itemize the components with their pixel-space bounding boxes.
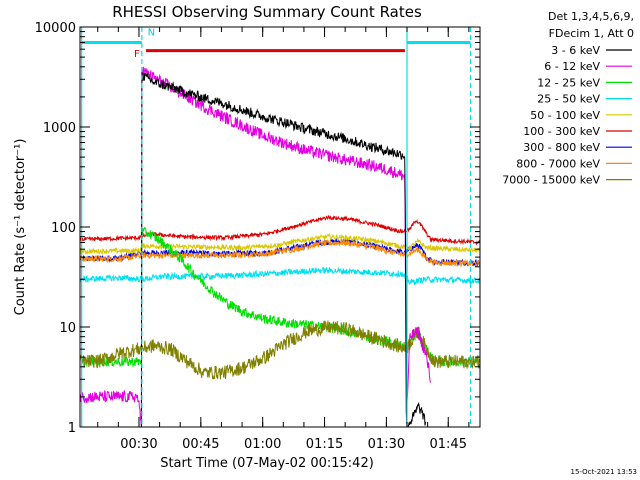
series-line-100-300-kev <box>79 215 481 246</box>
y-tick-label: 10 <box>59 321 76 336</box>
legend-label-7000-15000-kev: 7000 - 15000 keV <box>502 174 600 187</box>
series-line-300-800-kev <box>79 237 481 267</box>
annotation-n: N <box>148 28 155 39</box>
legend-label-25-50-kev: 25 - 50 keV <box>537 93 600 106</box>
y-axis: 1 10 100 1000 10000 <box>35 21 480 436</box>
y-tick-label: 1000 <box>43 121 76 136</box>
legend-label-12-25-kev: 12 - 25 keV <box>537 76 600 89</box>
x-tick-label: 01:15 <box>306 437 343 452</box>
plot-markers: FN <box>81 27 472 427</box>
y-tick-label: 1 <box>68 421 76 436</box>
legend-label-100-300-kev: 100 - 300 keV <box>523 125 600 138</box>
legend-label-3-6-kev: 3 - 6 keV <box>551 44 600 57</box>
legend: Det 1,3,4,5,6,9, FDecim 1, Att 0 3 - 6 k… <box>502 10 634 187</box>
series-line-3-6-kev <box>140 71 427 428</box>
y-axis-label: Count Rate (s⁻¹ detector⁻¹) <box>13 139 28 316</box>
footer-timestamp: 15-Oct-2021 13:53 <box>571 468 637 476</box>
plot-traces <box>79 66 481 428</box>
legend-header-line-1: Det 1,3,4,5,6,9, <box>548 10 634 23</box>
x-axis-label: Start Time (07-May-02 00:15:42) <box>160 456 374 471</box>
series-line-800-7000-kev <box>79 239 481 268</box>
legend-label-6-12-kev: 6 - 12 keV <box>544 60 600 73</box>
annotation-f: F <box>134 49 140 60</box>
x-tick-label: 00:45 <box>182 437 219 452</box>
plot-frame <box>79 26 481 428</box>
series-line-7000-15000-kev <box>79 320 480 380</box>
series-line-25-50-kev <box>79 266 481 286</box>
y-tick-label: 10000 <box>35 21 76 36</box>
x-axis: 00:30 00:45 01:00 01:15 01:30 01:45 <box>97 27 470 452</box>
x-tick-label: 01:00 <box>244 437 281 452</box>
legend-header-line-2: FDecim 1, Att 0 <box>549 27 634 40</box>
x-tick-label: 01:30 <box>368 437 405 452</box>
x-tick-label: 00:30 <box>120 437 157 452</box>
legend-label-300-800-kev: 300 - 800 keV <box>523 141 600 154</box>
legend-label-800-7000-kev: 800 - 7000 keV <box>516 157 600 170</box>
x-tick-label: 01:45 <box>430 437 467 452</box>
chart-title: RHESSI Observing Summary Count Rates <box>112 3 422 21</box>
y-tick-label: 100 <box>51 221 76 236</box>
series-line-50-100-kev <box>79 233 481 256</box>
legend-label-50-100-kev: 50 - 100 keV <box>530 109 600 122</box>
series-line-6-12-kev <box>79 66 431 428</box>
